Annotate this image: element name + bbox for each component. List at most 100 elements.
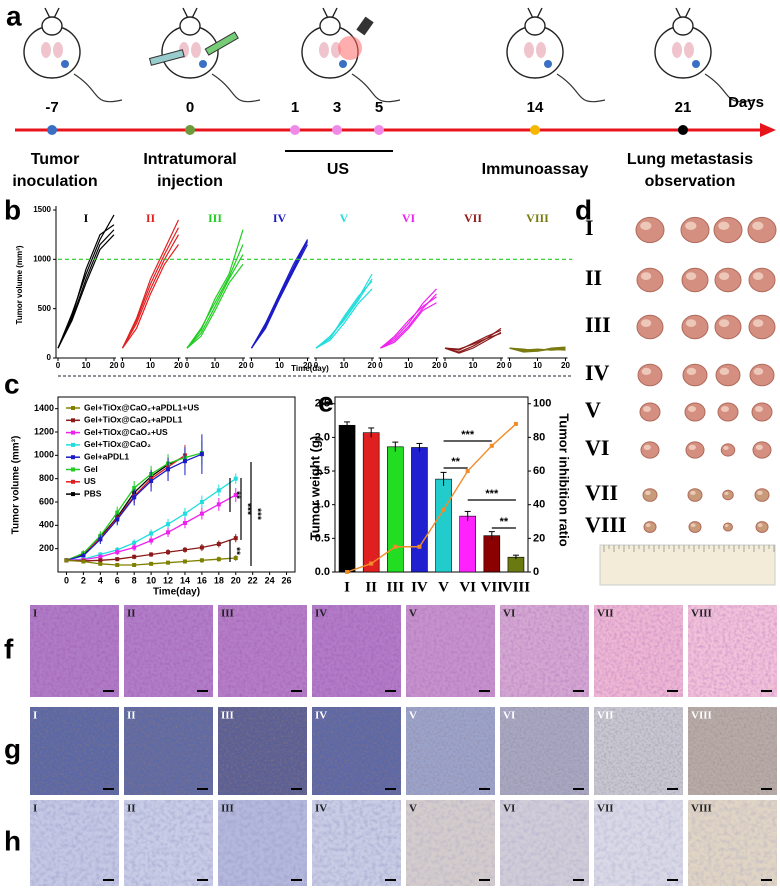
row-label: I bbox=[585, 215, 594, 240]
tumor-photo bbox=[680, 216, 710, 244]
growth-curve bbox=[122, 244, 179, 349]
x-tick-label: 10 bbox=[211, 361, 220, 370]
data-point bbox=[64, 558, 69, 563]
data-point bbox=[233, 493, 238, 497]
micrograph-texture bbox=[688, 707, 777, 795]
y-tick-label: 1200 bbox=[34, 426, 54, 436]
x-tick-label: 10 bbox=[533, 361, 542, 370]
tumor-photo bbox=[717, 402, 739, 422]
ratio-line bbox=[346, 423, 517, 573]
lung bbox=[524, 42, 534, 58]
event-label: Tumor bbox=[31, 151, 80, 168]
micrograph-texture bbox=[30, 800, 119, 886]
significance-label: ** bbox=[451, 456, 460, 468]
tumor-photo bbox=[637, 363, 663, 387]
mouse-tail bbox=[556, 73, 606, 103]
y-tick-label: 0 bbox=[47, 353, 52, 362]
tile-label: III bbox=[221, 608, 234, 620]
data-point bbox=[98, 554, 103, 559]
mouse-tail bbox=[211, 73, 261, 103]
x-tick-label: 0 bbox=[249, 361, 254, 370]
day-label: 0 bbox=[186, 99, 194, 116]
data-point bbox=[149, 552, 154, 557]
data-point bbox=[98, 558, 103, 563]
group-label: III bbox=[208, 211, 222, 225]
event-label: US bbox=[327, 161, 350, 178]
micrograph-texture bbox=[500, 707, 589, 795]
micrograph-texture bbox=[312, 605, 401, 697]
day-label: 5 bbox=[375, 99, 383, 116]
tumor-photo bbox=[752, 441, 772, 459]
legend-marker bbox=[71, 492, 75, 497]
legend-label: PBS bbox=[84, 488, 102, 498]
day-label: 21 bbox=[675, 99, 692, 116]
legend-marker bbox=[71, 406, 75, 410]
tumor-photo bbox=[681, 314, 709, 340]
data-point bbox=[166, 530, 171, 535]
row-label: III bbox=[585, 312, 611, 337]
significance-label: *** bbox=[485, 488, 499, 500]
mouse-head bbox=[179, 16, 201, 36]
tumor-photo bbox=[747, 216, 777, 244]
bar bbox=[338, 424, 356, 573]
mouse-head bbox=[524, 16, 546, 36]
event-label: Immunoassay bbox=[482, 161, 589, 178]
micrograph-texture bbox=[688, 800, 777, 886]
x-tick-label: 10 bbox=[146, 575, 156, 585]
x-axis-title: Time(day) bbox=[291, 364, 329, 373]
legend-marker bbox=[71, 455, 75, 460]
data-point bbox=[132, 545, 137, 550]
data-point bbox=[132, 563, 137, 567]
tile-label: III bbox=[221, 803, 234, 815]
ratio-point bbox=[465, 469, 470, 474]
event-label: observation bbox=[645, 173, 736, 190]
legend-marker bbox=[71, 430, 75, 435]
day-label: 3 bbox=[333, 99, 341, 116]
data-point bbox=[233, 536, 238, 541]
data-point bbox=[182, 559, 187, 564]
x-tick-label: 10 bbox=[404, 361, 413, 370]
x-tick-label: 20 bbox=[368, 361, 377, 370]
data-point bbox=[166, 522, 171, 527]
day-marker bbox=[530, 125, 540, 135]
significance-label: ** bbox=[230, 547, 241, 555]
tumor-photo bbox=[681, 267, 709, 293]
tumor-highlight bbox=[688, 406, 696, 412]
lung bbox=[684, 42, 694, 58]
mouse-head bbox=[672, 16, 694, 36]
data-point bbox=[216, 557, 221, 562]
tumor-highlight bbox=[752, 221, 764, 230]
x-tick-label: 0 bbox=[185, 361, 190, 370]
y2-tick-label: 40 bbox=[533, 499, 545, 511]
ratio-point bbox=[513, 421, 518, 426]
micrograph-texture bbox=[312, 800, 401, 886]
data-point bbox=[132, 540, 137, 545]
panel-label: f bbox=[4, 633, 14, 664]
data-point bbox=[166, 467, 171, 472]
x-tick-label: 20 bbox=[432, 361, 441, 370]
event-label: inoculation bbox=[12, 173, 97, 190]
legend-label: US bbox=[84, 476, 96, 486]
x-tick-label: 20 bbox=[497, 361, 506, 370]
x-tick-label: 0 bbox=[120, 361, 125, 370]
data-point bbox=[182, 459, 187, 464]
y-axis-title: Tumor weight (g) bbox=[307, 436, 322, 540]
growth-curve bbox=[315, 273, 373, 349]
tumor-photo bbox=[749, 363, 775, 387]
significance-label: *** bbox=[241, 503, 252, 515]
x-tick-label: 10 bbox=[469, 361, 478, 370]
tumor-highlight bbox=[640, 221, 652, 230]
timeline-arrow bbox=[760, 123, 776, 137]
data-point bbox=[115, 510, 120, 515]
tumor bbox=[692, 60, 700, 68]
tile-label: VIII bbox=[691, 608, 712, 620]
x-tick-label: 10 bbox=[275, 361, 284, 370]
tumor-highlight bbox=[721, 406, 729, 412]
tumor-highlight bbox=[690, 490, 696, 495]
x-tick-label: 0 bbox=[507, 361, 512, 370]
tumor-photo bbox=[640, 441, 660, 459]
x-tick-label: 20 bbox=[174, 361, 183, 370]
tumor-photo bbox=[723, 522, 733, 532]
y2-tick-label: 80 bbox=[533, 431, 545, 443]
